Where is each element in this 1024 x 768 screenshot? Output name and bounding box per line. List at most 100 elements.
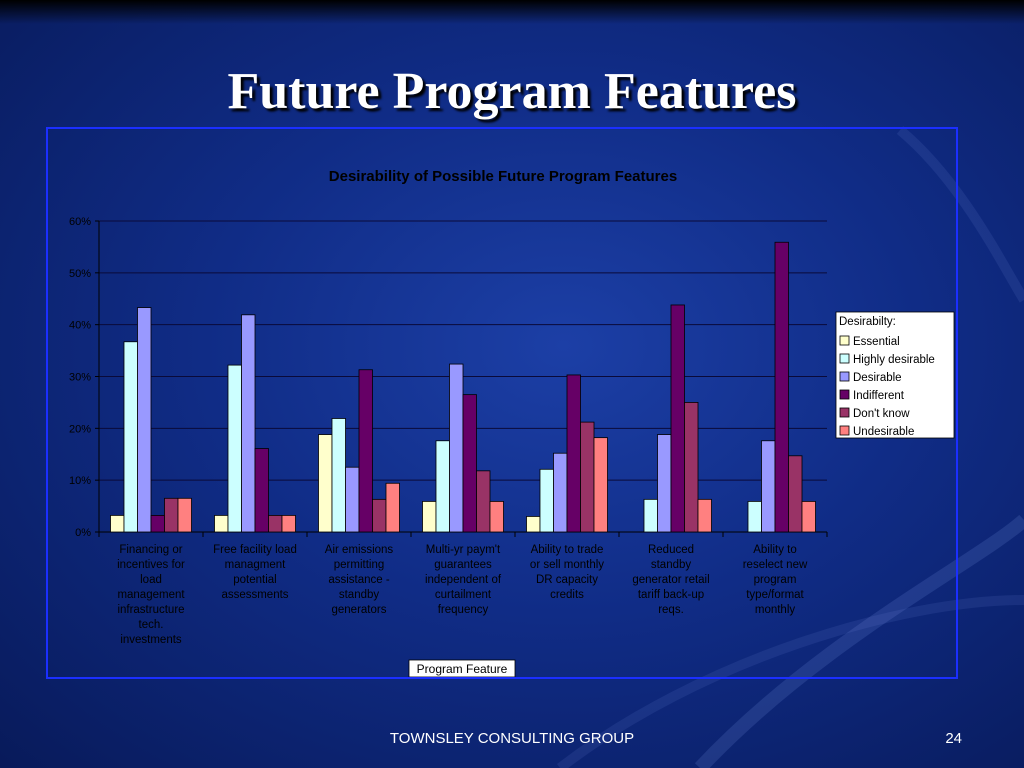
bar-don-t-know xyxy=(372,498,387,533)
bar-desirable xyxy=(345,466,360,533)
bar-highly-desirable xyxy=(539,468,554,533)
x-category-label: Multi-yr paym't xyxy=(426,544,501,556)
legend-swatch xyxy=(839,407,850,418)
x-category-label: potential xyxy=(233,574,276,586)
legend-entry: Don't know xyxy=(853,408,910,420)
bar-indifferent xyxy=(670,304,685,533)
x-category-label: reselect new xyxy=(743,559,808,571)
bar-undesirable xyxy=(385,482,400,533)
bar-undesirable xyxy=(281,515,296,533)
legend-entry: Undesirable xyxy=(853,426,914,438)
x-category-label: reqs. xyxy=(658,604,684,616)
legend-swatch xyxy=(839,335,850,346)
chart-frame: Desirability of Possible Future Program … xyxy=(46,127,958,679)
bar-essential xyxy=(422,501,437,533)
bar-highly-desirable xyxy=(227,364,242,533)
bar-highly-desirable xyxy=(643,498,658,533)
bar-desirable xyxy=(761,440,776,533)
bar-indifferent xyxy=(358,369,373,533)
x-category-label: incentives for xyxy=(117,559,185,571)
slide-title: Future Program Features xyxy=(227,63,797,120)
bar-undesirable xyxy=(697,498,712,533)
bar-chart: Desirability of Possible Future Program … xyxy=(69,168,955,677)
bar-highly-desirable xyxy=(123,341,138,533)
legend-swatch xyxy=(839,371,850,382)
chart-title: Desirability of Possible Future Program … xyxy=(329,168,677,185)
y-tick-label: 30% xyxy=(69,372,91,384)
bar-desirable xyxy=(553,452,568,533)
x-category-label: generator retail xyxy=(632,574,709,586)
legend-box xyxy=(835,311,955,439)
x-category-label: tariff back-up xyxy=(638,589,704,601)
x-category-label: Ability to xyxy=(753,544,796,556)
bar-essential xyxy=(318,434,333,533)
x-category-label: permitting xyxy=(334,559,385,571)
bar-essential xyxy=(214,515,229,533)
legend-title: Desirabilty: xyxy=(839,316,896,328)
y-tick-label: 10% xyxy=(69,475,91,487)
bar-don-t-know xyxy=(788,455,803,533)
x-category-label: Reduced xyxy=(648,544,694,556)
legend-entry: Highly desirable xyxy=(853,354,935,366)
legend-entry: Desirable xyxy=(853,372,902,384)
legend-swatch xyxy=(839,425,850,436)
x-category-label: standby xyxy=(651,559,692,571)
y-tick-label: 50% xyxy=(69,268,91,280)
x-category-label: curtailment xyxy=(435,589,492,601)
bar-desirable xyxy=(241,314,256,533)
legend-entry: Indifferent xyxy=(853,390,905,402)
bar-highly-desirable xyxy=(435,440,450,533)
bar-don-t-know xyxy=(164,497,179,533)
bar-don-t-know xyxy=(476,470,491,533)
bar-indifferent xyxy=(254,448,269,533)
bar-highly-desirable xyxy=(747,501,762,533)
x-category-label: generators xyxy=(332,604,387,616)
x-category-label: Ability to trade xyxy=(531,544,604,556)
x-category-label: management xyxy=(117,589,185,601)
legend-swatch xyxy=(839,389,850,400)
x-category-label: assessments xyxy=(221,589,288,601)
bar-undesirable xyxy=(593,437,608,533)
bar-essential xyxy=(526,516,541,533)
bar-desirable xyxy=(449,363,464,533)
x-category-label: guarantees xyxy=(434,559,492,571)
y-tick-label: 20% xyxy=(69,423,91,435)
page-number: 24 xyxy=(945,730,962,747)
x-category-label: independent of xyxy=(425,574,502,586)
legend-swatch xyxy=(839,353,850,364)
bar-desirable xyxy=(137,307,152,533)
bar-indifferent xyxy=(566,374,581,533)
x-category-label: Free facility load xyxy=(213,544,297,556)
x-category-label: frequency xyxy=(438,604,489,616)
x-category-label: Financing or xyxy=(119,544,182,556)
bar-desirable xyxy=(657,434,672,533)
x-category-label: credits xyxy=(550,589,584,601)
footer-text: TOWNSLEY CONSULTING GROUP xyxy=(389,730,635,747)
y-tick-label: 60% xyxy=(69,216,91,228)
x-category-label: type/format xyxy=(746,589,804,601)
x-category-label: investments xyxy=(120,634,182,646)
bar-don-t-know xyxy=(268,515,283,533)
bar-undesirable xyxy=(489,501,504,533)
x-category-label: or sell monthly xyxy=(530,559,604,571)
bar-indifferent xyxy=(774,241,789,533)
bar-undesirable xyxy=(801,501,816,533)
y-tick-label: 0% xyxy=(75,527,91,539)
x-category-label: monthly xyxy=(755,604,796,616)
x-category-label: Air emissions xyxy=(325,544,394,556)
legend-entry: Essential xyxy=(853,336,900,348)
x-category-label: load xyxy=(140,574,162,586)
bar-don-t-know xyxy=(580,421,595,533)
bar-don-t-know xyxy=(684,402,699,533)
x-category-label: standby xyxy=(339,589,380,601)
bar-indifferent xyxy=(462,394,477,533)
bar-highly-desirable xyxy=(331,418,346,533)
x-category-label: program xyxy=(754,574,797,586)
bar-undesirable xyxy=(177,497,192,533)
x-axis-label: Program Feature xyxy=(417,662,508,676)
x-axis-label-box xyxy=(408,659,516,677)
bar-essential xyxy=(110,515,125,533)
x-category-label: DR capacity xyxy=(536,574,598,586)
x-category-label: assistance - xyxy=(328,574,390,586)
